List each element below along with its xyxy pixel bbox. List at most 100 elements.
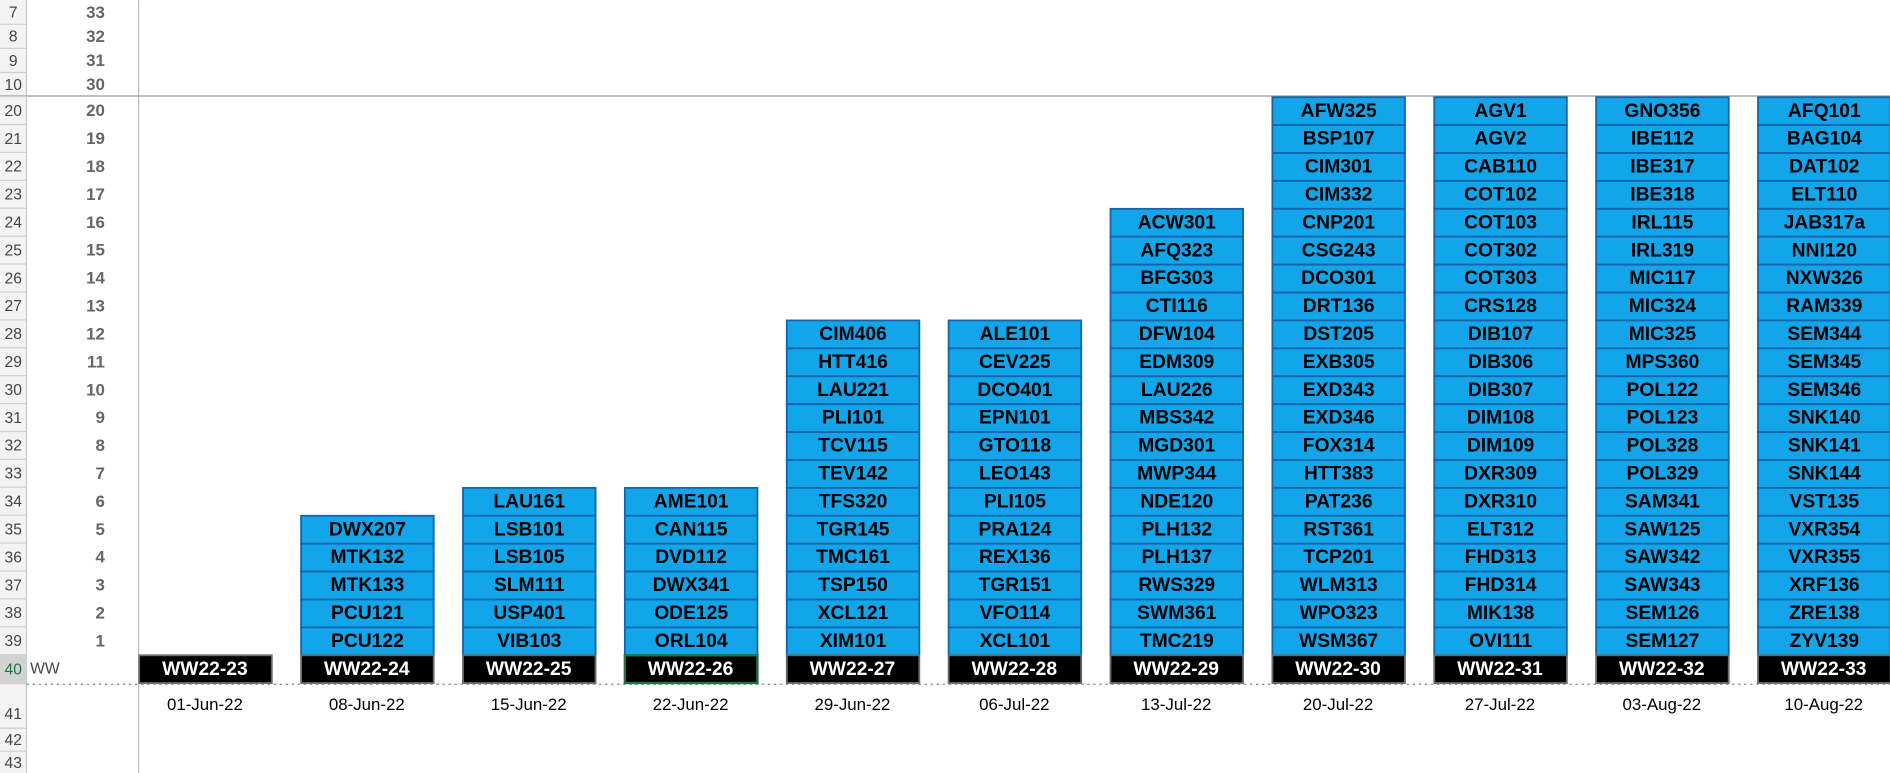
item-label: SEM346 (1787, 380, 1861, 401)
item-label: ELT312 (1467, 519, 1534, 540)
item-cell (785, 347, 921, 378)
row-number: 33 (5, 466, 23, 483)
week-cell (947, 654, 1083, 684)
week-label: WW22-23 (162, 659, 248, 680)
item-label: MBS342 (1139, 408, 1214, 429)
item-cell (1757, 96, 1890, 127)
item-label: LSB101 (494, 519, 565, 540)
item-cell (1595, 459, 1730, 489)
item-cell (1271, 207, 1406, 238)
item-cell (1271, 459, 1406, 489)
row-number: 31 (5, 410, 22, 427)
item-cell (1271, 514, 1406, 545)
item-label: MGD301 (1138, 436, 1215, 457)
item-cell (1109, 486, 1244, 517)
item-cell (1271, 626, 1406, 657)
scale-number: 19 (86, 129, 105, 148)
item-label: PRA124 (978, 519, 1051, 540)
item-cell (1109, 570, 1244, 601)
item-cell (1433, 319, 1568, 350)
item-label: DIB306 (1468, 352, 1534, 373)
item-cell (1595, 152, 1730, 182)
item-label: SAW343 (1624, 575, 1700, 596)
row-number: 22 (5, 159, 22, 176)
item-cell (1595, 180, 1730, 210)
item-label: SEM127 (1625, 631, 1699, 652)
scale-number: 18 (86, 157, 105, 176)
date-label: 03-Aug-22 (1622, 695, 1701, 714)
item-label: CIM406 (819, 324, 887, 345)
item-label: AFW325 (1301, 101, 1377, 122)
scale-number: 4 (95, 548, 105, 567)
item-cell (1271, 375, 1406, 406)
item-cell (1271, 124, 1406, 154)
item-label: XCL121 (818, 603, 889, 624)
item-cell (1595, 319, 1730, 350)
row-number: 8 (9, 29, 18, 46)
item-label: PLI101 (822, 408, 884, 429)
item-label: AME101 (654, 491, 729, 512)
scale-number: 32 (86, 27, 105, 46)
item-label: POL122 (1627, 380, 1699, 401)
row-number: 21 (5, 131, 22, 148)
scale-number: 13 (86, 297, 105, 316)
week-label: WW22-32 (1619, 659, 1705, 680)
item-label: GTO118 (979, 436, 1052, 457)
row-number: 20 (5, 103, 23, 120)
item-cell (300, 626, 435, 657)
item-cell (1433, 263, 1568, 294)
item-label: DWX207 (329, 519, 406, 540)
item-label: EXD343 (1303, 380, 1375, 401)
scale-number: 3 (95, 576, 104, 595)
scale-number: 5 (95, 520, 104, 539)
scale-number: 20 (86, 101, 105, 120)
date-label: 22-Jun-22 (653, 695, 729, 714)
week-cell (300, 654, 435, 684)
item-cell (1109, 626, 1244, 657)
row-number: 43 (5, 755, 23, 772)
row-number: 25 (5, 242, 23, 259)
item-label: COT303 (1464, 268, 1537, 289)
item-label: LAU226 (1141, 380, 1213, 401)
item-label: RAM339 (1786, 296, 1862, 317)
item-label: TFS320 (819, 491, 888, 512)
scale-number: 31 (86, 51, 105, 70)
item-cell (462, 486, 597, 517)
item-label: LEO143 (979, 464, 1051, 485)
item-label: CRS128 (1464, 296, 1537, 317)
item-label: TMC219 (1140, 631, 1214, 652)
item-cell (1433, 403, 1568, 433)
item-label: DIM109 (1467, 436, 1534, 457)
item-cell (1433, 152, 1568, 182)
row-number: 41 (5, 706, 22, 723)
row-number: 32 (5, 438, 22, 455)
date-label: 13-Jul-22 (1141, 695, 1211, 714)
item-label: HTT416 (818, 352, 888, 373)
item-label: SEM345 (1787, 352, 1861, 373)
item-label: BSP107 (1303, 129, 1375, 150)
item-cell (785, 598, 921, 629)
row-number: 36 (5, 549, 23, 566)
item-label: TEV142 (818, 464, 888, 485)
item-label: VST135 (1789, 491, 1859, 512)
item-cell (462, 598, 597, 629)
scale-number: 2 (95, 603, 104, 622)
row-number: 9 (9, 53, 18, 70)
scale-number: 30 (86, 75, 105, 94)
scale-number: 17 (86, 185, 105, 204)
week-cell (785, 654, 921, 684)
item-cell (1109, 235, 1244, 266)
scale-number: 16 (86, 213, 105, 232)
item-label: RST361 (1303, 519, 1374, 540)
row-header-selected (0, 654, 27, 684)
week-label: WW22-24 (324, 659, 410, 680)
item-cell (1433, 459, 1568, 489)
item-label: CAN115 (655, 519, 728, 540)
item-cell (1109, 459, 1244, 489)
item-label: EPN101 (979, 408, 1051, 429)
week-cell (1109, 654, 1244, 684)
item-cell (1757, 124, 1890, 154)
date-label: 27-Jul-22 (1465, 695, 1535, 714)
item-cell (1595, 347, 1730, 378)
item-cell (1109, 207, 1244, 238)
